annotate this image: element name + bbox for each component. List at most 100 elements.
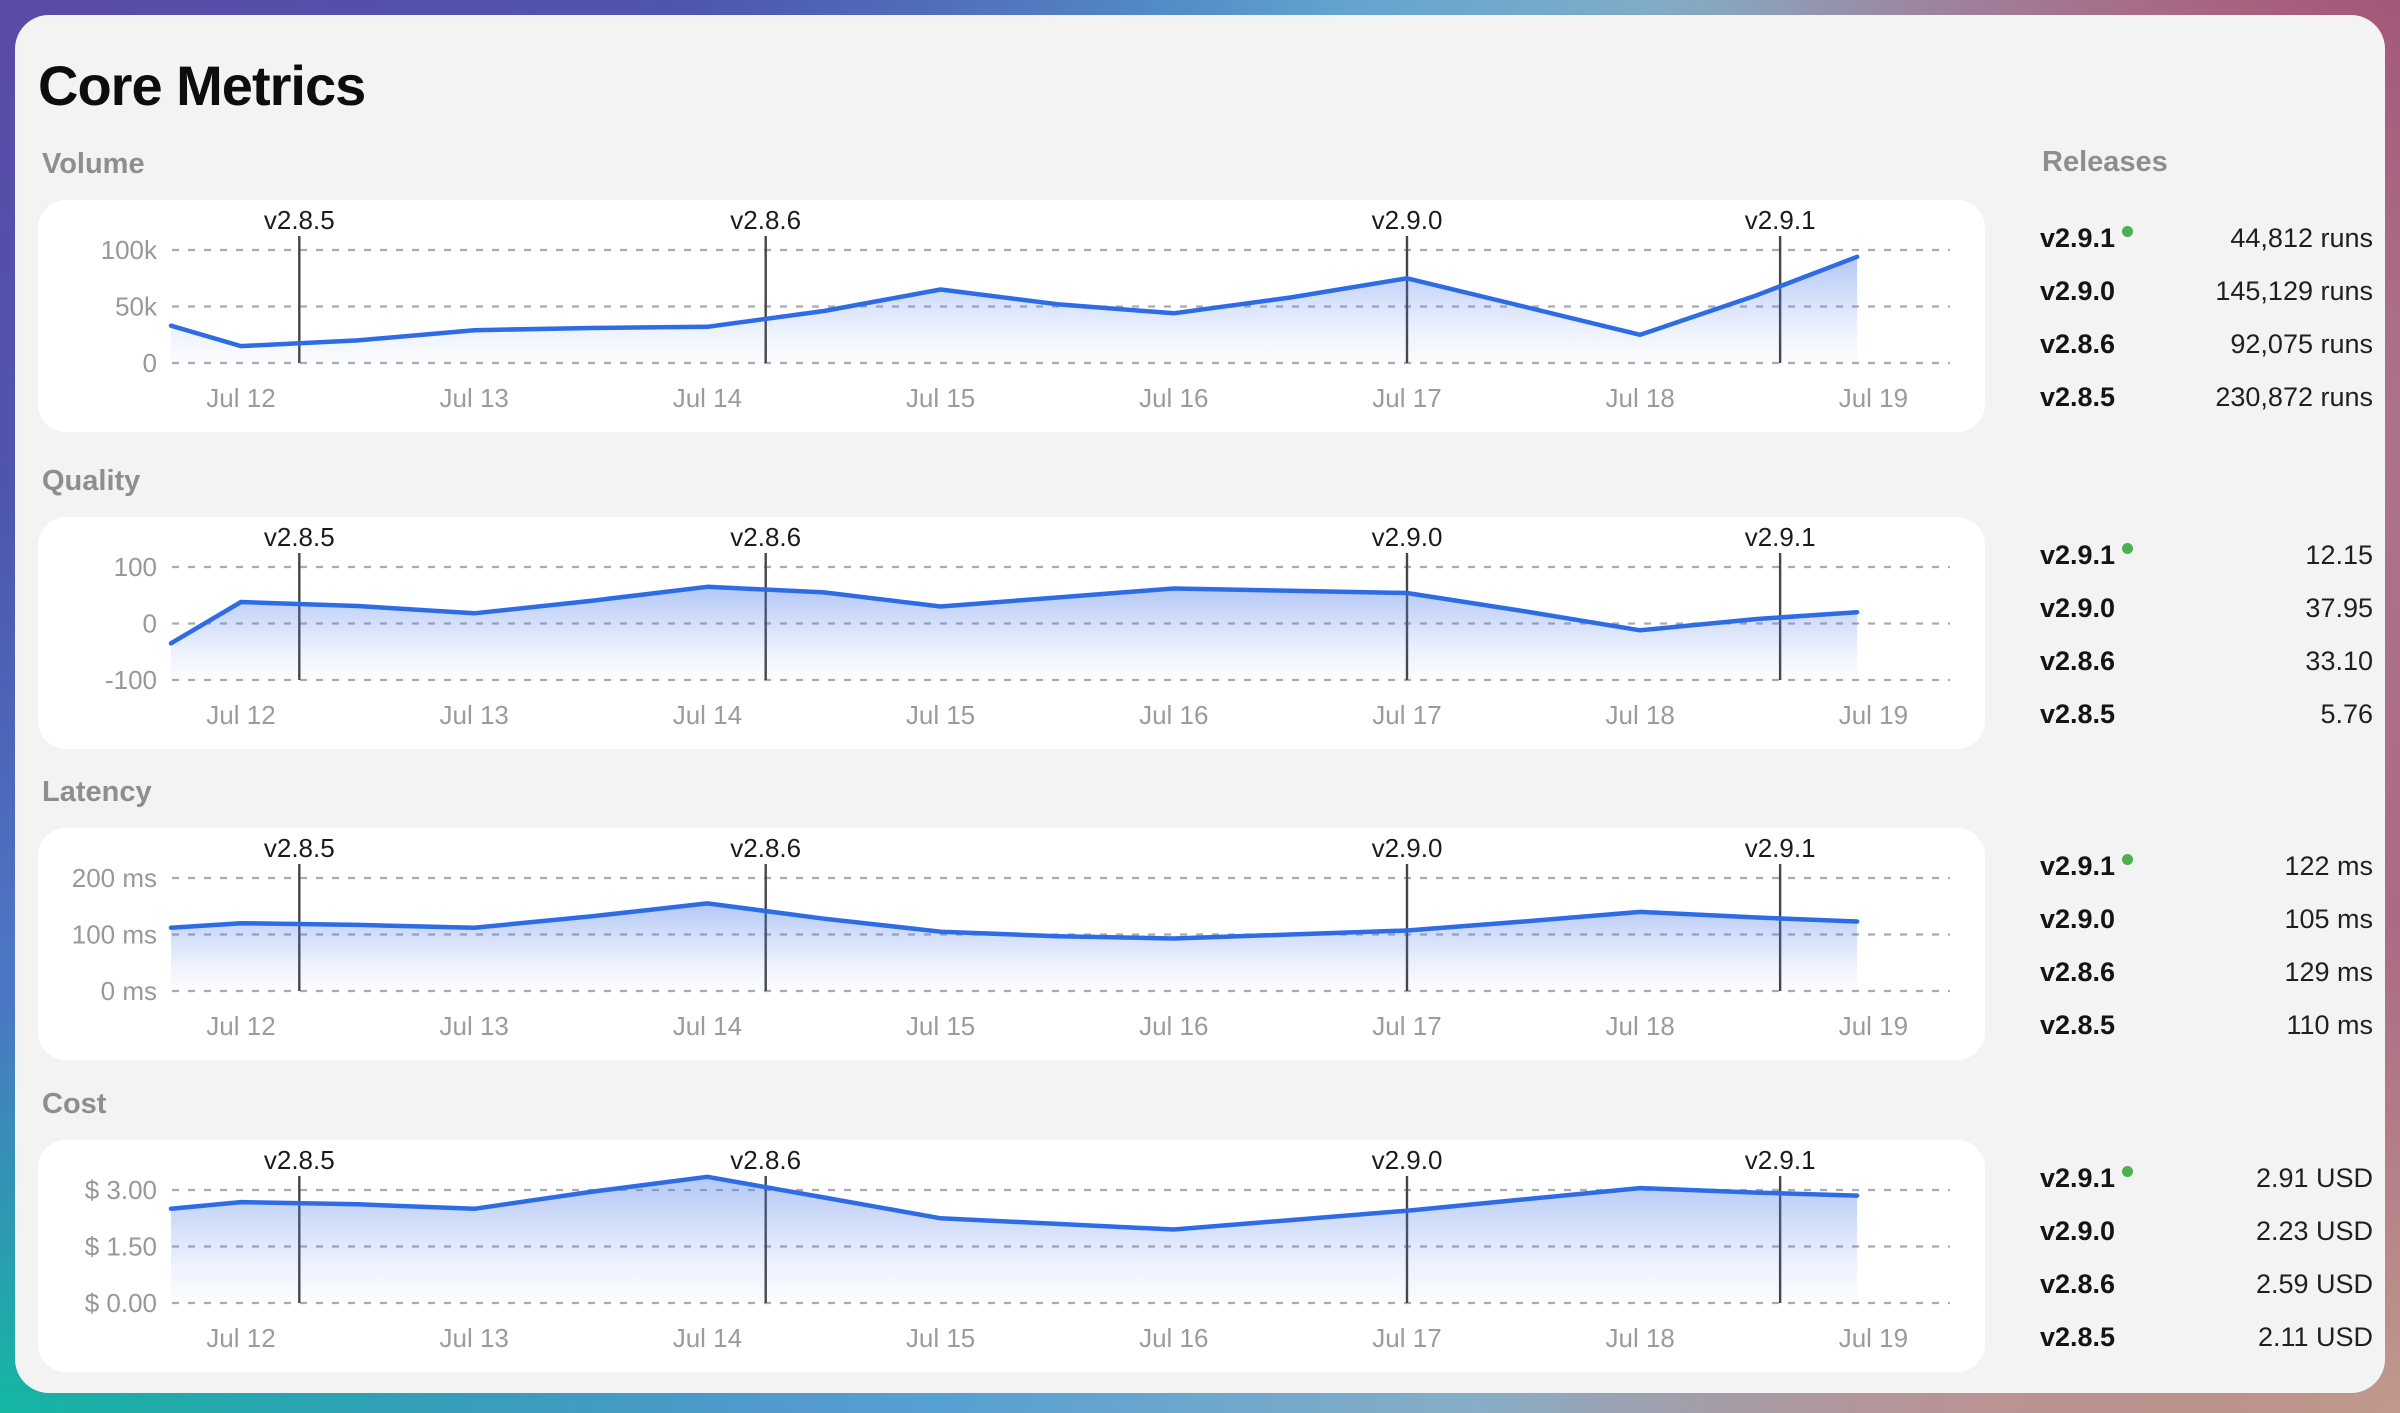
x-tick-label: Jul 12 <box>206 1323 275 1353</box>
y-tick-label: 0 <box>143 609 157 639</box>
x-tick-label: Jul 16 <box>1139 700 1208 730</box>
release-version: v2.9.0 <box>2040 1216 2116 1246</box>
release-row: v2.9.1 2.91 USD <box>2040 1152 2373 1205</box>
release-version: v2.9.1 <box>2040 851 2116 881</box>
y-tick-label: 100 <box>114 552 157 582</box>
release-row: v2.9.1 44,812 runs <box>2040 212 2373 265</box>
release-value: 2.23 USD <box>2255 1216 2373 1246</box>
release-version: v2.9.0 <box>2040 593 2116 623</box>
cost-chart: $ 3.00 $ 1.50 $ 0.00 Jul 12 Jul 13 Jul 14 Jul … <box>85 1145 1950 1353</box>
release-version: v2.8.5 <box>2040 1322 2116 1352</box>
release-version: v2.9.0 <box>2040 904 2116 934</box>
release-value: 92,075 runs <box>2230 329 2373 359</box>
x-tick-label: Jul 18 <box>1606 700 1675 730</box>
x-tick-label: Jul 14 <box>673 700 742 730</box>
series-area <box>171 256 1858 363</box>
x-tick-label: Jul 12 <box>206 383 275 413</box>
x-tick-label: Jul 15 <box>906 383 975 413</box>
x-tick-label: Jul 15 <box>906 1011 975 1041</box>
volume-chart: 100k 50k 0 Jul 12 Jul 13 Jul 14 Jul 15 Jul 16 Ju… <box>101 205 1950 413</box>
y-tick-label: 0 <box>143 348 157 378</box>
release-version: v2.8.6 <box>2040 957 2116 987</box>
release-version: v2.8.6 <box>2040 1269 2116 1299</box>
x-tick-label: Jul 18 <box>1606 1323 1675 1353</box>
x-tick-label: Jul 17 <box>1372 700 1441 730</box>
series-line <box>168 584 1860 646</box>
x-tick-label: Jul 17 <box>1372 1323 1441 1353</box>
x-tick-label: Jul 12 <box>206 700 275 730</box>
release-row: v2.8.5 2.11 USD <box>2040 1311 2373 1364</box>
x-tick-label: Jul 13 <box>440 383 509 413</box>
release-version: v2.9.1 <box>2040 540 2116 570</box>
series-line <box>168 254 1860 349</box>
y-tick-label: $ 0.00 <box>85 1288 157 1318</box>
series-line <box>168 1174 1860 1232</box>
series-line <box>168 901 1860 941</box>
cost-chart-card: $ 3.00 $ 1.50 $ 0.00 Jul 12 Jul 13 Jul 14 Jul … <box>38 1140 1985 1372</box>
release-marker-label: v2.8.5 <box>264 522 335 552</box>
cost-section-title: Cost <box>42 1088 107 1120</box>
x-tick-label: Jul 12 <box>206 1011 275 1041</box>
dashboard-card: Core Metrics Volume 100k 50k 0 Jul 12 Jul 13… <box>15 15 2385 1393</box>
release-marker-label: v2.8.6 <box>730 833 801 863</box>
x-tick-label: Jul 14 <box>673 1011 742 1041</box>
y-tick-label: $ 3.00 <box>85 1175 157 1205</box>
release-row: v2.8.5 230,872 runs <box>2040 371 2373 424</box>
release-value: 2.59 USD <box>2255 1269 2373 1299</box>
release-value: 2.91 USD <box>2255 1163 2373 1193</box>
current-release-dot <box>2122 226 2134 237</box>
release-version: v2.8.6 <box>2040 646 2116 676</box>
release-value: 12.15 <box>2305 540 2373 570</box>
current-release-dot <box>2122 1166 2134 1177</box>
y-tick-label: 100k <box>101 235 158 265</box>
release-row: v2.8.6 2.59 USD <box>2040 1258 2373 1311</box>
x-tick-label: Jul 13 <box>440 1323 509 1353</box>
release-row: v2.9.1 122 ms <box>2040 840 2373 893</box>
release-row: v2.9.0 145,129 runs <box>2040 265 2373 318</box>
y-tick-label: 50k <box>115 292 158 322</box>
x-tick-label: Jul 19 <box>1839 700 1908 730</box>
y-tick-label: -100 <box>105 665 157 695</box>
release-marker-label: v2.9.0 <box>1372 1145 1443 1175</box>
x-tick-label: Jul 17 <box>1372 383 1441 413</box>
release-marker-label: v2.9.1 <box>1745 833 1816 863</box>
release-value: 2.11 USD <box>2257 1322 2373 1352</box>
release-marker-label: v2.8.6 <box>730 522 801 552</box>
release-version: v2.8.6 <box>2040 329 2116 359</box>
release-stats-group-latency: v2.9.1 122 ms v2.9.0 105 ms v2.8.6 129 ms v2.8… <box>2040 840 2373 1052</box>
x-tick-label: Jul 15 <box>906 1323 975 1353</box>
release-marker-label: v2.9.1 <box>1745 1145 1816 1175</box>
quality-section-title: Quality <box>42 465 141 497</box>
y-tick-label: 0 ms <box>101 976 157 1006</box>
x-tick-label: Jul 13 <box>440 1011 509 1041</box>
volume-section-title: Volume <box>42 148 145 180</box>
latency-section: Latency 200 ms 100 ms 0 ms Jul 12 Jul 13 Jul … <box>38 776 1985 1060</box>
release-row: v2.8.6 129 ms <box>2040 946 2373 999</box>
release-marker-label: v2.9.0 <box>1372 522 1443 552</box>
release-marker-label: v2.9.1 <box>1745 205 1816 235</box>
current-release-dot <box>2122 543 2134 554</box>
y-tick-label: $ 1.50 <box>85 1232 157 1262</box>
release-row: v2.8.5 110 ms <box>2040 999 2373 1052</box>
release-marker-label: v2.9.0 <box>1372 205 1443 235</box>
release-row: v2.8.6 92,075 runs <box>2040 318 2373 371</box>
volume-chart-card: 100k 50k 0 Jul 12 Jul 13 Jul 14 Jul 15 Jul 16 Ju… <box>38 200 1985 432</box>
quality-chart-card: 100 0 -100 Jul 12 Jul 13 Jul 14 Jul 15 Jul 16 Ju… <box>38 517 1985 749</box>
release-row: v2.9.0 105 ms <box>2040 893 2373 946</box>
series-area <box>171 1176 1858 1303</box>
current-release-dot <box>2122 854 2134 865</box>
release-row: v2.9.1 12.15 <box>2040 529 2373 582</box>
release-row: v2.8.5 5.76 <box>2040 688 2373 741</box>
y-tick-label: 200 ms <box>72 863 157 893</box>
x-tick-label: Jul 19 <box>1839 1323 1908 1353</box>
x-tick-label: Jul 16 <box>1139 1011 1208 1041</box>
release-stats-group-volume: v2.9.1 44,812 runs v2.9.0 145,129 runs v2.8.… <box>2040 212 2373 424</box>
x-tick-label: Jul 14 <box>673 1323 742 1353</box>
release-value: 230,872 runs <box>2215 382 2373 412</box>
latency-section-title: Latency <box>42 776 152 808</box>
cost-section: Cost $ 3.00 $ 1.50 $ 0.00 Jul 12 Jul 13 Jul 1… <box>38 1088 1985 1372</box>
latency-chart-card: 200 ms 100 ms 0 ms Jul 12 Jul 13 Jul 14 Jul 15… <box>38 828 1985 1060</box>
x-tick-label: Jul 19 <box>1839 1011 1908 1041</box>
x-tick-label: Jul 16 <box>1139 383 1208 413</box>
